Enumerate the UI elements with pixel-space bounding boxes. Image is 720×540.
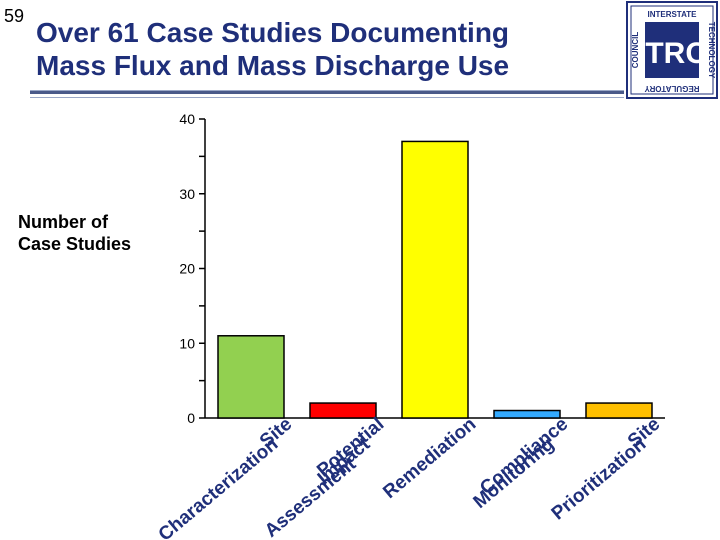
logo-word-left: COUNCIL xyxy=(631,32,640,69)
bar xyxy=(309,402,377,419)
y-axis-label-line-1: Number of xyxy=(18,212,108,232)
page-title: Over 61 Case Studies Documenting Mass Fl… xyxy=(36,16,616,82)
category-label: Remediation xyxy=(379,414,480,503)
logo-word-right: TECHNOLOGY xyxy=(707,22,716,79)
itrc-logo: ITRC INTERSTATE TECHNOLOGY REGULATORY CO… xyxy=(626,1,718,99)
category-label: Monitoring xyxy=(470,434,559,513)
bar xyxy=(217,335,285,419)
y-axis-label-line-2: Case Studies xyxy=(18,234,132,254)
y-tick-label: 0 xyxy=(187,410,195,426)
logo-word-top: INTERSTATE xyxy=(647,10,697,19)
y-tick-label: 20 xyxy=(179,261,195,277)
title-line-2: Mass Flux and Mass Discharge Use xyxy=(36,50,510,81)
y-axis-label: Number of Case Studies xyxy=(18,211,131,255)
bar xyxy=(493,409,561,419)
bar xyxy=(401,140,469,419)
title-divider xyxy=(30,90,624,94)
title-divider-thin xyxy=(30,97,624,98)
bar xyxy=(585,402,653,419)
title-line-1: Over 61 Case Studies Documenting xyxy=(36,17,510,48)
logo-word-bottom: REGULATORY xyxy=(644,84,700,93)
y-tick-label: 10 xyxy=(179,335,195,351)
category-label: Assessment xyxy=(261,453,361,540)
category-label: Prioritization xyxy=(548,434,650,525)
slide-number: 59 xyxy=(4,6,25,26)
y-tick-label: 30 xyxy=(179,186,195,202)
logo-text: ITRC xyxy=(637,37,707,70)
y-tick-label: 40 xyxy=(179,111,195,127)
